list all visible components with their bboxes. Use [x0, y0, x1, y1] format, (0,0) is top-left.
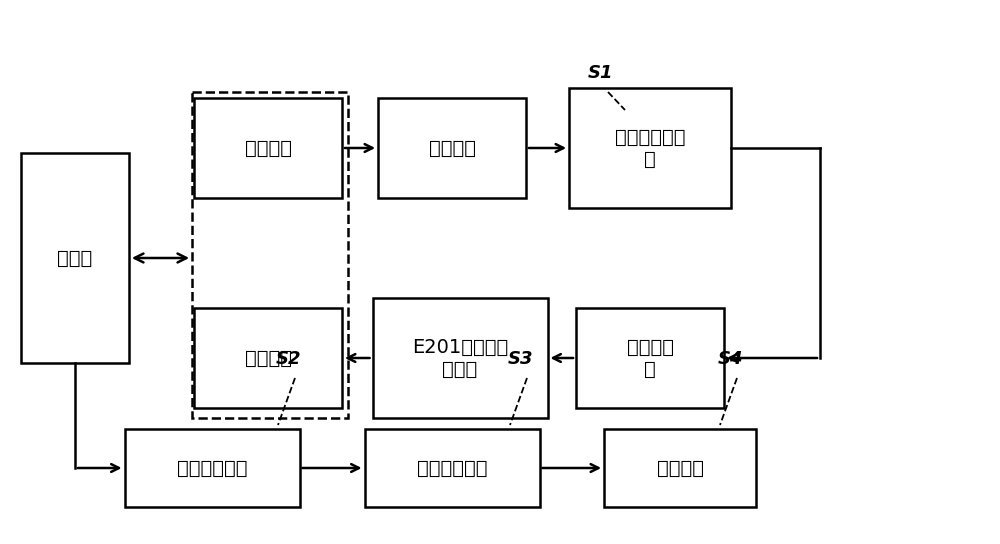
Text: 模数转换: 模数转换 — [244, 349, 292, 368]
Bar — [378, 98, 526, 198]
Bar — [576, 308, 724, 408]
Bar — [372, 298, 548, 418]
Text: 压电陶瓷驱动
器: 压电陶瓷驱动 器 — [615, 127, 685, 169]
Text: 递推分割建模: 递推分割建模 — [417, 459, 487, 478]
Text: 驱动电源: 驱动电源 — [428, 139, 476, 158]
Bar — [364, 429, 540, 507]
Bar — [604, 429, 756, 507]
Text: 微动台运
动: 微动台运 动 — [626, 337, 674, 379]
Text: S4: S4 — [717, 350, 743, 368]
Text: S1: S1 — [587, 64, 613, 82]
Bar — [569, 88, 731, 208]
Bar — [194, 308, 342, 408]
Text: S2: S2 — [275, 350, 301, 368]
Bar — [21, 153, 129, 363]
Bar — [194, 98, 342, 198]
Text: 模型验证: 模型验证 — [656, 459, 704, 478]
Text: 数模转换: 数模转换 — [244, 139, 292, 158]
Text: S3: S3 — [507, 350, 533, 368]
Bar — [192, 92, 348, 418]
Bar — [124, 429, 300, 507]
Text: E201型电涡流
传感器: E201型电涡流 传感器 — [412, 337, 508, 379]
Text: 迟滞主环拟合: 迟滞主环拟合 — [177, 459, 247, 478]
Text: 计算机: 计算机 — [57, 249, 93, 268]
